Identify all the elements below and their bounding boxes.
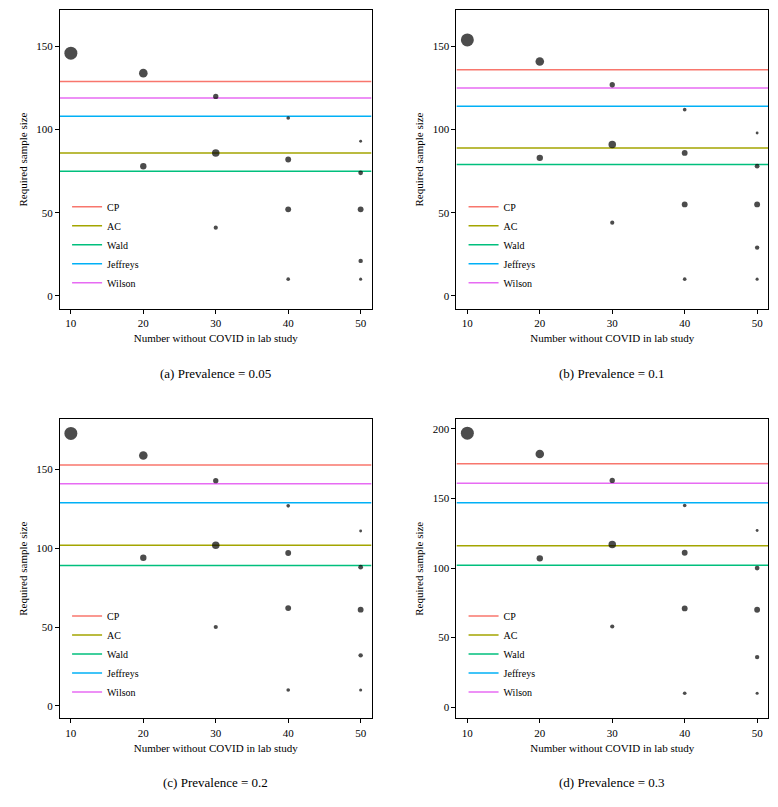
svg-text:0: 0 bbox=[444, 290, 450, 302]
svg-text:10: 10 bbox=[462, 727, 474, 739]
svg-text:Wilson: Wilson bbox=[504, 687, 533, 698]
svg-text:50: 50 bbox=[438, 631, 450, 643]
svg-text:50: 50 bbox=[752, 727, 764, 739]
svg-text:CP: CP bbox=[504, 202, 517, 213]
svg-text:100: 100 bbox=[36, 542, 53, 554]
svg-text:0: 0 bbox=[47, 700, 53, 712]
svg-text:40: 40 bbox=[679, 317, 691, 329]
svg-text:50: 50 bbox=[355, 317, 367, 329]
svg-text:Wald: Wald bbox=[504, 649, 525, 660]
svg-text:Required sample size: Required sample size bbox=[413, 522, 425, 616]
svg-text:150: 150 bbox=[433, 40, 450, 52]
svg-text:30: 30 bbox=[607, 317, 619, 329]
svg-text:AC: AC bbox=[107, 630, 121, 641]
svg-text:200: 200 bbox=[433, 423, 450, 435]
svg-text:50: 50 bbox=[42, 621, 54, 633]
svg-text:10: 10 bbox=[65, 317, 77, 329]
svg-text:Wald: Wald bbox=[107, 649, 128, 660]
svg-text:30: 30 bbox=[210, 727, 222, 739]
svg-text:Required sample size: Required sample size bbox=[17, 522, 29, 616]
svg-text:20: 20 bbox=[534, 727, 546, 739]
svg-text:Wald: Wald bbox=[107, 240, 128, 251]
svg-text:50: 50 bbox=[438, 207, 450, 219]
svg-text:40: 40 bbox=[283, 317, 295, 329]
svg-text:AC: AC bbox=[504, 221, 518, 232]
svg-text:Wald: Wald bbox=[504, 240, 525, 251]
svg-text:50: 50 bbox=[42, 207, 54, 219]
svg-text:CP: CP bbox=[504, 611, 517, 622]
svg-text:100: 100 bbox=[433, 562, 450, 574]
svg-text:10: 10 bbox=[65, 727, 77, 739]
svg-text:Wilson: Wilson bbox=[107, 278, 136, 289]
svg-text:30: 30 bbox=[607, 727, 619, 739]
svg-text:150: 150 bbox=[433, 492, 450, 504]
svg-text:20: 20 bbox=[138, 317, 150, 329]
svg-text:(d) Prevalence = 0.3: (d) Prevalence = 0.3 bbox=[559, 775, 665, 790]
svg-text:Number without COVID in lab st: Number without COVID in lab study bbox=[530, 332, 695, 344]
svg-text:Required sample size: Required sample size bbox=[413, 112, 425, 206]
svg-text:CP: CP bbox=[107, 202, 120, 213]
svg-text:10: 10 bbox=[462, 317, 474, 329]
svg-text:Number without COVID in lab st: Number without COVID in lab study bbox=[134, 742, 299, 754]
svg-text:40: 40 bbox=[679, 727, 691, 739]
svg-text:AC: AC bbox=[504, 630, 518, 641]
svg-text:150: 150 bbox=[36, 40, 53, 52]
svg-text:Number without COVID in lab st: Number without COVID in lab study bbox=[530, 742, 695, 754]
svg-text:CP: CP bbox=[107, 611, 120, 622]
svg-text:20: 20 bbox=[138, 727, 150, 739]
svg-text:AC: AC bbox=[107, 221, 121, 232]
svg-text:Jeffreys: Jeffreys bbox=[107, 668, 139, 679]
svg-text:100: 100 bbox=[433, 123, 450, 135]
svg-text:50: 50 bbox=[355, 727, 367, 739]
svg-text:30: 30 bbox=[210, 317, 222, 329]
svg-text:50: 50 bbox=[752, 317, 764, 329]
svg-text:Jeffreys: Jeffreys bbox=[107, 259, 139, 270]
svg-text:20: 20 bbox=[534, 317, 546, 329]
svg-text:(c) Prevalence = 0.2: (c) Prevalence = 0.2 bbox=[163, 775, 268, 790]
svg-text:40: 40 bbox=[283, 727, 295, 739]
svg-text:100: 100 bbox=[36, 123, 53, 135]
svg-text:Wilson: Wilson bbox=[107, 687, 136, 698]
svg-text:0: 0 bbox=[444, 701, 450, 713]
svg-text:Wilson: Wilson bbox=[504, 278, 533, 289]
svg-text:0: 0 bbox=[47, 290, 53, 302]
svg-text:(a) Prevalence = 0.05: (a) Prevalence = 0.05 bbox=[160, 366, 271, 381]
svg-text:Number without COVID in lab st: Number without COVID in lab study bbox=[134, 332, 299, 344]
svg-text:Jeffreys: Jeffreys bbox=[504, 668, 536, 679]
svg-text:Required sample size: Required sample size bbox=[17, 112, 29, 206]
svg-text:(b) Prevalence = 0.1: (b) Prevalence = 0.1 bbox=[559, 366, 665, 381]
svg-text:150: 150 bbox=[36, 463, 53, 475]
svg-text:Jeffreys: Jeffreys bbox=[504, 259, 536, 270]
